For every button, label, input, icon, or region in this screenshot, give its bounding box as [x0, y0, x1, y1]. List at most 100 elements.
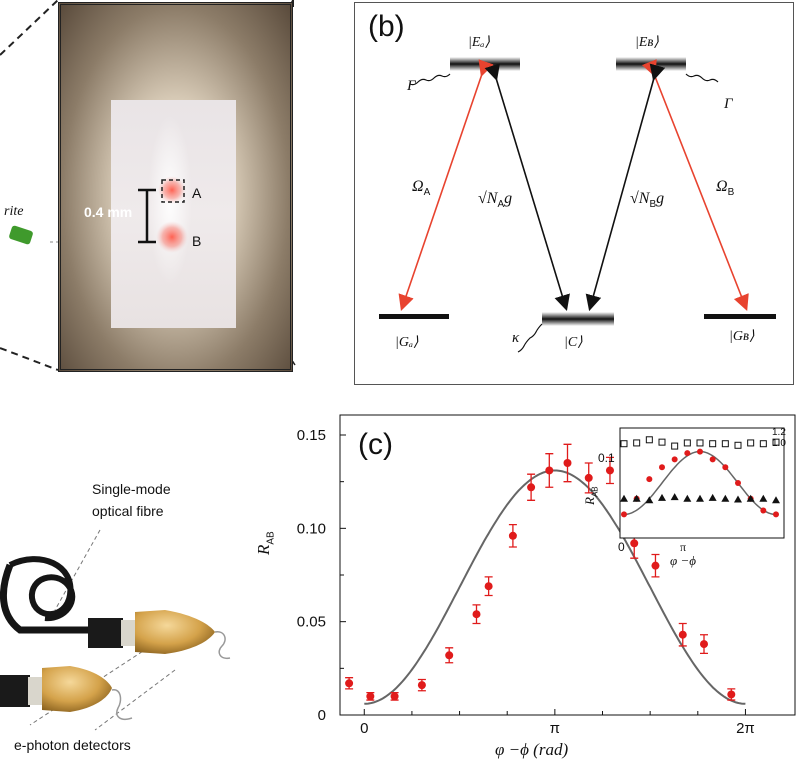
inset-triangle-point	[683, 494, 692, 502]
inset-y-label-main: R	[582, 497, 597, 505]
spot-b-label: B	[192, 233, 202, 249]
inset-square-point	[759, 440, 767, 448]
x-tick-label: 2π	[736, 720, 755, 737]
inset-ytick: 0.1	[598, 451, 615, 465]
data-point	[417, 681, 426, 690]
panel-c-label: (c)	[358, 428, 393, 461]
inset-right-tick-1: 1.2	[772, 427, 786, 438]
coupling-a-symbol: √N	[478, 190, 498, 207]
inset-xtick-pi: π	[680, 540, 687, 554]
inset-red-point	[671, 456, 678, 463]
data-point	[345, 679, 354, 688]
inset-square-point	[734, 441, 742, 449]
inset-x-label: φ −ϕ	[670, 553, 696, 568]
level-ea-bar	[450, 57, 520, 71]
level-ga-bar	[379, 314, 449, 319]
y-axis-label-sub: AB	[265, 531, 277, 545]
data-point	[484, 582, 493, 591]
fragment-label: rite	[4, 204, 24, 219]
data-point	[563, 459, 572, 467]
gamma-a-label: Γ	[407, 78, 416, 94]
y-tick-label: 0.10	[297, 520, 326, 537]
omega-b-sub: B	[727, 187, 735, 199]
inset-red-point	[684, 450, 691, 457]
inset-square-point	[671, 442, 679, 450]
inset-triangle-point	[734, 495, 742, 503]
detector-illustration	[0, 529, 231, 731]
y-tick-label: 0	[318, 707, 326, 724]
y-tick-label: 0.05	[297, 614, 326, 631]
y-axis-label: RAB	[254, 531, 276, 555]
inset-triangle-point	[632, 494, 641, 502]
inset-red-point	[735, 480, 741, 486]
data-point	[605, 466, 614, 475]
level-scheme-frame	[354, 2, 794, 385]
fibre-label-line1: Single-mode	[92, 481, 171, 497]
inset-square-point	[658, 438, 666, 446]
data-point	[472, 610, 481, 619]
trap-overlay	[9, 115, 192, 285]
coupling-b-sub: B	[649, 199, 657, 211]
inset-square-point	[747, 439, 755, 447]
data-point	[678, 630, 687, 639]
data-point	[445, 651, 454, 660]
coupling-a-label: √NAg	[478, 190, 512, 210]
fibre-label-line2: optical fibre	[92, 503, 164, 519]
omega-a-symbol: Ω	[412, 178, 424, 195]
coupling-b-label: √NBg	[630, 190, 664, 210]
x-tick-label: π	[550, 720, 560, 737]
level-eb-label: |Eʙ⟩	[635, 35, 659, 50]
y-axis-label-main: R	[254, 544, 273, 555]
x-axis-label: φ −ϕ (rad)	[495, 740, 569, 759]
inset-square-point	[620, 440, 628, 448]
inset-y-label-sub: AB	[590, 486, 600, 498]
spot-a-label: A	[192, 185, 202, 201]
coupling-a-g: g	[504, 190, 513, 207]
inset-square-point	[696, 439, 704, 447]
inset-square-point	[633, 439, 641, 447]
inset-triangle-point	[658, 493, 666, 501]
x-tick-label: 0	[360, 720, 368, 737]
inset-triangle-point	[746, 494, 755, 502]
inset-right-tick-2: 1.0	[772, 438, 786, 449]
inset-red-point	[697, 448, 703, 455]
coupling-b-symbol: √N	[630, 190, 650, 207]
inset-red-point	[773, 511, 779, 518]
data-point	[727, 690, 736, 699]
inset-square-point	[709, 440, 717, 448]
level-gb-label: |Gʙ⟩	[729, 329, 755, 344]
data-point	[366, 692, 375, 701]
inset-triangle-point	[696, 494, 704, 502]
inset-red-point	[646, 476, 653, 483]
inset-y-label: RAB	[582, 486, 600, 505]
omega-b-label: ΩB	[716, 178, 734, 198]
data-point	[527, 483, 536, 492]
inset-red-point	[621, 511, 627, 518]
level-ea-label: |Eₐ⟩	[468, 35, 490, 50]
scale-bar-label: 0.4 mm	[84, 204, 133, 220]
data-point	[700, 640, 708, 649]
coupling-b-g: g	[656, 190, 665, 207]
data-point	[508, 531, 517, 540]
kappa-label: κ	[512, 330, 520, 346]
data-point	[584, 473, 593, 482]
data-point	[651, 561, 660, 570]
inset-red-point	[760, 507, 767, 514]
inset-triangle-point	[759, 494, 768, 502]
level-gb-bar	[704, 314, 776, 319]
inset-triangle-point	[721, 494, 730, 502]
data-point	[630, 539, 639, 548]
detectors-label: e-photon detectors	[14, 737, 131, 753]
inset-chart	[619, 427, 785, 539]
data-point	[545, 466, 554, 475]
level-c-label: |C⟩	[564, 335, 583, 350]
level-eb-bar	[616, 57, 686, 71]
data-point	[390, 692, 399, 701]
inset-square-point	[772, 438, 780, 446]
omega-a-sub: A	[423, 187, 431, 199]
omega-b-symbol: Ω	[716, 178, 728, 195]
inset-triangle-point	[772, 496, 780, 504]
gamma-b-label: Γ	[724, 96, 733, 112]
omega-a-label: ΩA	[412, 178, 430, 198]
y-tick-label: 0.15	[297, 427, 326, 444]
